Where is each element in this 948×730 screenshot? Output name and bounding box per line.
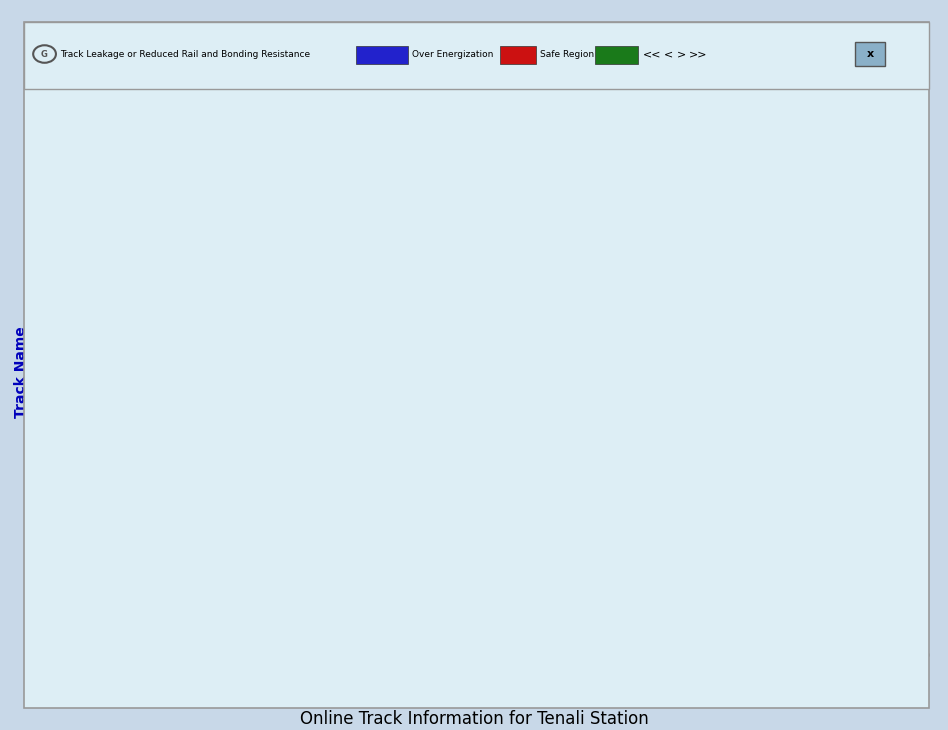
Bar	[102, 526, 116, 542]
Text: 0%, 01/02/2010 14:50,05:091: 0%, 01/02/2010 14:50,05:091	[111, 242, 235, 250]
FancyBboxPatch shape	[500, 46, 536, 64]
Text: >: >	[677, 49, 686, 59]
FancyBboxPatch shape	[24, 22, 929, 708]
Text: <<: <<	[643, 49, 662, 59]
Text: x: x	[866, 49, 874, 59]
Bar	[102, 366, 428, 382]
Text: Online Tracks information for TENALI Station: Online Tracks information for TENALI Sta…	[264, 93, 684, 111]
Text: - 223%, 01/02/2010 14:21, 55:219: - 223%, 01/02/2010 14:21, 55:219	[472, 434, 615, 442]
Bar	[102, 270, 405, 286]
Bar	[102, 238, 105, 254]
Text: 3%, 01/02/2010 14:42, 34:797: 3%, 01/02/2010 14:42, 34:797	[112, 626, 240, 634]
X-axis label: Relay End Voltage (%): Relay End Voltage (%)	[425, 668, 597, 682]
Text: Online Track Information for Tenali Station: Online Track Information for Tenali Stat…	[300, 710, 648, 728]
Bar	[102, 430, 466, 446]
Text: - 122%, 01/02/2010 14:45,25:453: - 122%, 01/02/2010 14:45,25:453	[306, 114, 447, 123]
Text: <: <	[664, 49, 673, 59]
Text: 0%: 0%	[107, 146, 120, 155]
FancyBboxPatch shape	[595, 46, 638, 64]
Text: >>: >>	[689, 49, 708, 59]
Text: Track Leakage or Reduced Rail and Bonding Resistance: Track Leakage or Reduced Rail and Bondin…	[60, 50, 310, 58]
Text: - 201%, 01/02/2010 14:50, 01:219: - 201%, 01/02/2010 14:50, 01:219	[436, 593, 579, 602]
Text: G: G	[41, 50, 48, 58]
FancyBboxPatch shape	[855, 42, 885, 66]
Text: 10%, 01/02/2010 14:49,52:828: 10%, 01/02/2010 14:49,52:828	[123, 338, 253, 347]
Bar	[102, 558, 405, 574]
Text: 8%, 01/02/2010 14:49, 09:666: 8%, 01/02/2010 14:49, 09:666	[120, 529, 247, 539]
Text: 0%: 0%	[107, 466, 120, 474]
Text: Over Energization: Over Energization	[412, 50, 494, 58]
Text: - 185%, 01/02/2010 14:50, 12:281: - 185%, 01/02/2010 14:50, 12:281	[410, 274, 553, 283]
Text: - 185%, 01/02/2010 14:17, 15:625: - 185%, 01/02/2010 14:17, 15:625	[410, 561, 553, 571]
Text: - 182%, 01/02/2010 13:27, 23:672: - 182%, 01/02/2010 13:27, 23:672	[405, 402, 549, 410]
Text: 0%: 0%	[107, 177, 120, 187]
Bar	[102, 590, 431, 606]
Bar	[102, 398, 400, 414]
FancyBboxPatch shape	[356, 46, 408, 64]
Text: - 199%, 01/02/2010 14:50, 07:707: - 199%, 01/02/2010 14:50, 07:707	[432, 369, 575, 379]
Text: Track Name: Track Name	[14, 326, 27, 418]
FancyBboxPatch shape	[24, 22, 929, 89]
Text: Safe Region: Safe Region	[540, 50, 594, 58]
Bar	[102, 622, 107, 638]
Text: 0%: 0%	[107, 306, 120, 315]
Bar	[102, 110, 301, 126]
Text: 0%: 0%	[107, 498, 120, 507]
Text: 0%: 0%	[107, 210, 120, 219]
Bar	[102, 334, 118, 350]
